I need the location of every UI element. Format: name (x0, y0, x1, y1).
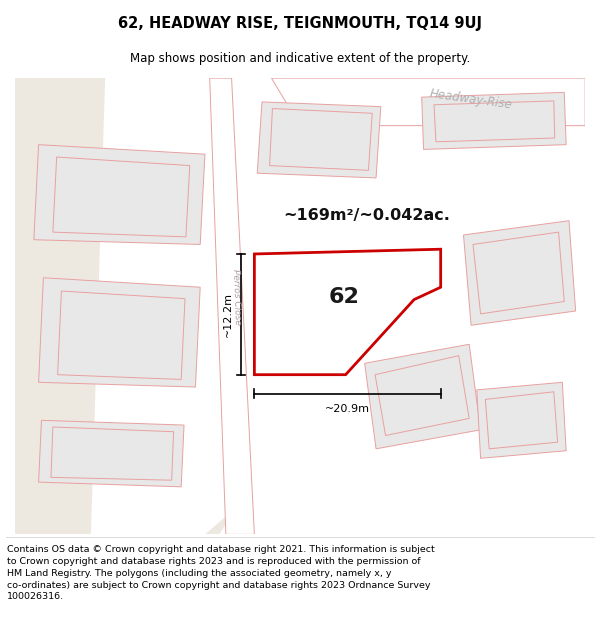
Text: ~12.2m: ~12.2m (223, 292, 233, 337)
Polygon shape (434, 101, 555, 142)
Polygon shape (51, 427, 173, 480)
Polygon shape (15, 506, 238, 534)
Polygon shape (375, 356, 469, 436)
Text: Contains OS data © Crown copyright and database right 2021. This information is : Contains OS data © Crown copyright and d… (7, 545, 435, 601)
Polygon shape (485, 392, 557, 449)
Polygon shape (53, 157, 190, 237)
Text: ~20.9m: ~20.9m (325, 404, 370, 414)
Polygon shape (210, 78, 254, 534)
Polygon shape (15, 78, 105, 534)
Polygon shape (38, 278, 200, 387)
Text: ~169m²/~0.042ac.: ~169m²/~0.042ac. (283, 209, 450, 224)
Text: Perros Close: Perros Close (231, 269, 242, 325)
Polygon shape (269, 109, 372, 171)
Text: Headway-Rise: Headway-Rise (429, 87, 513, 111)
Polygon shape (58, 291, 185, 379)
Polygon shape (422, 92, 566, 149)
Polygon shape (38, 420, 184, 487)
Polygon shape (365, 344, 481, 449)
Circle shape (212, 456, 265, 509)
Polygon shape (34, 144, 205, 244)
Text: Map shows position and indicative extent of the property.: Map shows position and indicative extent… (130, 52, 470, 65)
Polygon shape (254, 249, 440, 374)
Text: 62: 62 (329, 287, 359, 307)
Polygon shape (463, 221, 575, 325)
Polygon shape (477, 382, 566, 458)
Polygon shape (473, 232, 564, 314)
Text: 62, HEADWAY RISE, TEIGNMOUTH, TQ14 9UJ: 62, HEADWAY RISE, TEIGNMOUTH, TQ14 9UJ (118, 16, 482, 31)
Polygon shape (257, 102, 381, 178)
Polygon shape (271, 78, 585, 126)
